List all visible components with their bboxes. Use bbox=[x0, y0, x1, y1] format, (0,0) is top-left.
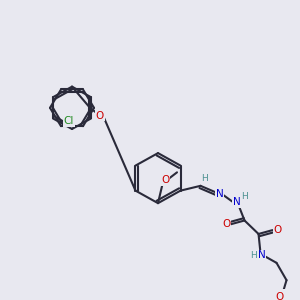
Text: O: O bbox=[275, 292, 284, 300]
Text: N: N bbox=[216, 188, 224, 199]
Text: N: N bbox=[232, 197, 240, 207]
Text: H: H bbox=[241, 192, 248, 201]
Text: N: N bbox=[258, 250, 266, 260]
Text: O: O bbox=[222, 219, 231, 229]
Text: O: O bbox=[273, 225, 282, 235]
Text: O: O bbox=[96, 110, 104, 121]
Text: O: O bbox=[161, 175, 169, 185]
Text: Cl: Cl bbox=[64, 116, 74, 126]
Text: H: H bbox=[250, 250, 257, 260]
Text: H: H bbox=[201, 174, 208, 183]
